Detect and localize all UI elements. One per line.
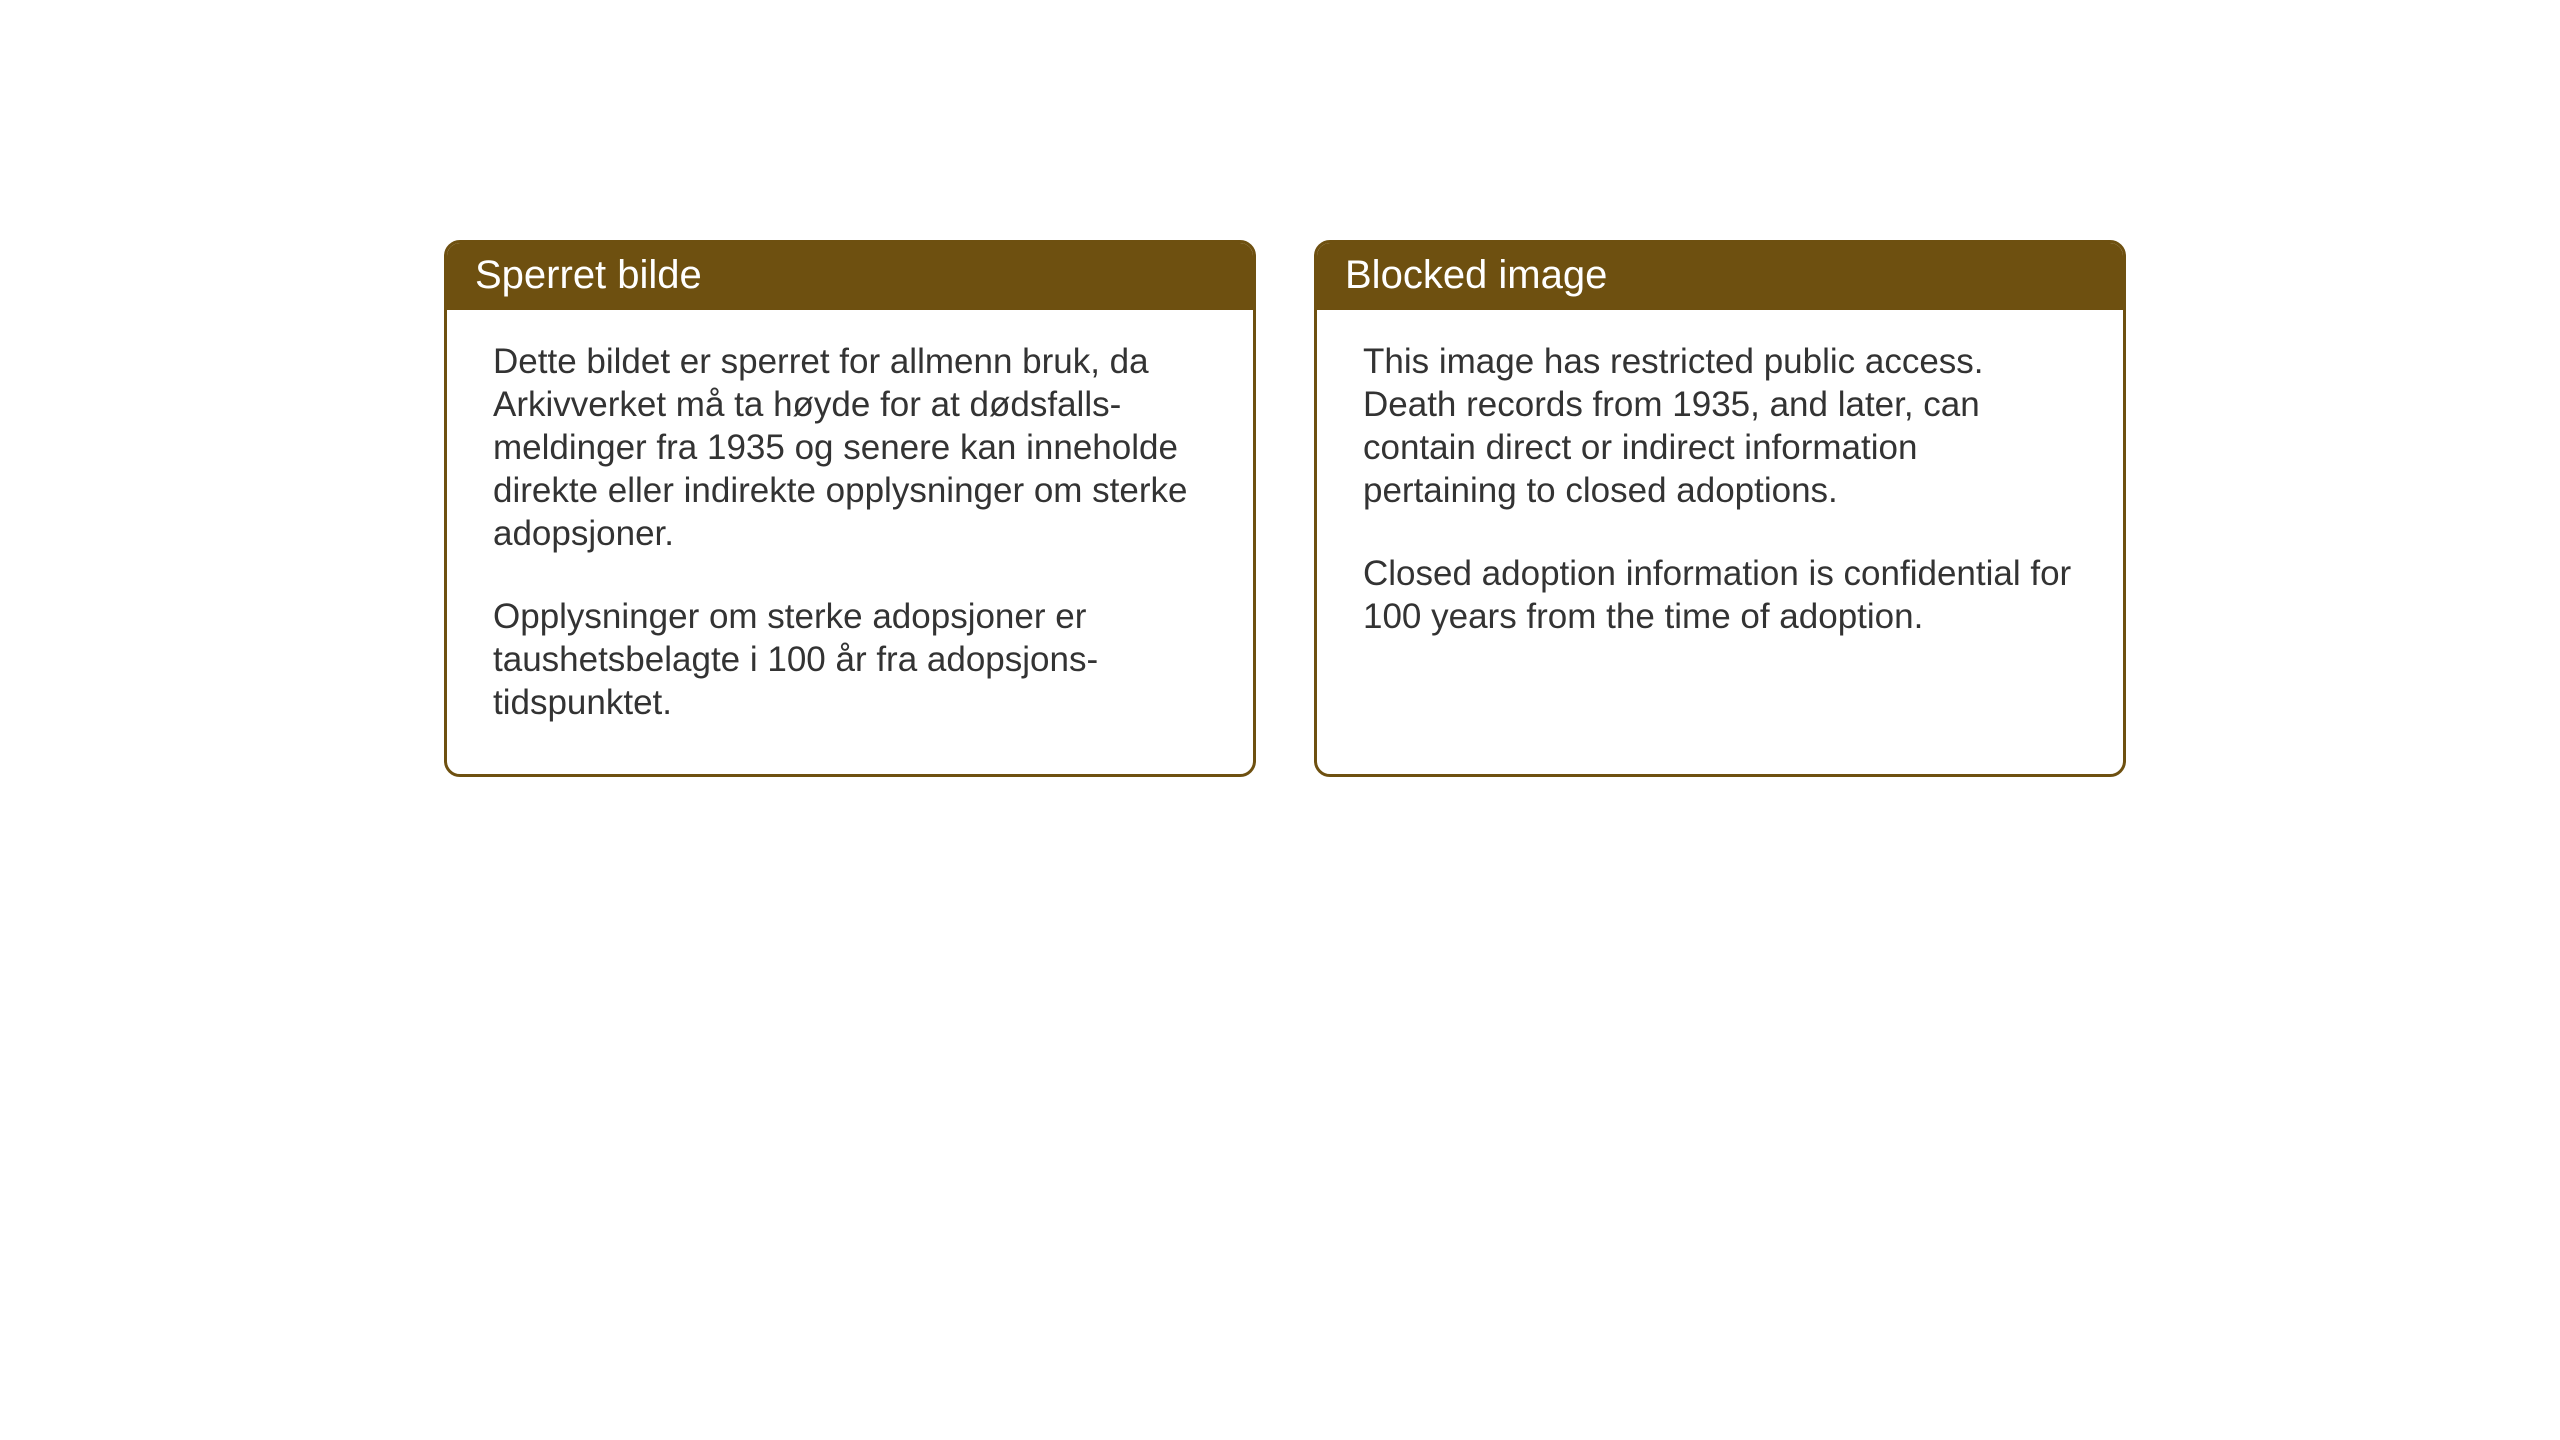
notice-container: Sperret bilde Dette bildet er sperret fo… (444, 240, 2126, 777)
notice-paragraph2-norwegian: Opplysninger om sterke adopsjoner er tau… (493, 595, 1207, 724)
notice-box-english: Blocked image This image has restricted … (1314, 240, 2126, 777)
notice-paragraph2-english: Closed adoption information is confident… (1363, 552, 2077, 638)
notice-box-norwegian: Sperret bilde Dette bildet er sperret fo… (444, 240, 1256, 777)
notice-header-norwegian: Sperret bilde (447, 243, 1253, 310)
notice-header-english: Blocked image (1317, 243, 2123, 310)
notice-paragraph1-english: This image has restricted public access.… (1363, 340, 2077, 512)
notice-title-norwegian: Sperret bilde (475, 253, 702, 297)
notice-body-english: This image has restricted public access.… (1317, 310, 2123, 688)
notice-paragraph1-norwegian: Dette bildet er sperret for allmenn bruk… (493, 340, 1207, 555)
notice-title-english: Blocked image (1345, 253, 1607, 297)
notice-body-norwegian: Dette bildet er sperret for allmenn bruk… (447, 310, 1253, 774)
